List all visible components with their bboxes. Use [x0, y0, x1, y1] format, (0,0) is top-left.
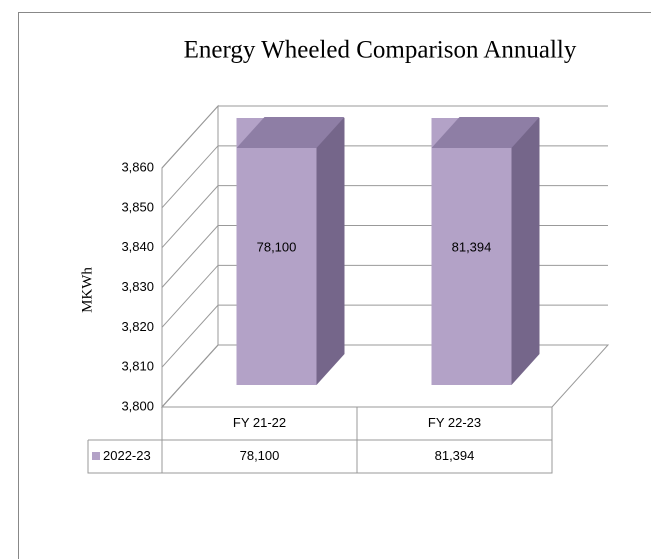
bar-front	[431, 118, 512, 385]
legend-label: 2022-23	[103, 448, 151, 463]
bar-side	[316, 118, 345, 385]
y-tick-label: 3,830	[121, 279, 154, 294]
table-value: 81,394	[435, 448, 475, 463]
y-tick-label: 3,860	[121, 159, 154, 174]
bar-front	[236, 118, 317, 385]
y-tick-label: 3,840	[121, 239, 154, 254]
bar-top	[431, 117, 540, 148]
legend-swatch	[92, 452, 100, 460]
y-tick-label: 3,810	[121, 359, 154, 374]
x-tick-label: FY 22-23	[428, 415, 481, 430]
y-tick-label: 3,800	[121, 398, 154, 413]
y-tick-label: 3,850	[121, 199, 154, 214]
bar	[236, 118, 345, 385]
x-tick-label: FY 21-22	[233, 415, 286, 430]
data-label: 81,394	[452, 239, 492, 254]
bar-side	[511, 118, 540, 385]
table-value: 78,100	[240, 448, 280, 463]
chart-title: Energy Wheeled Comparison Annually	[184, 37, 577, 64]
y-tick-label: 3,820	[121, 319, 154, 334]
y-axis-label: MKWh	[79, 267, 95, 313]
grid-line	[161, 105, 608, 169]
bar	[431, 118, 540, 385]
table-border	[87, 407, 553, 474]
data-label: 78,100	[257, 239, 297, 254]
bar-top	[236, 117, 345, 148]
